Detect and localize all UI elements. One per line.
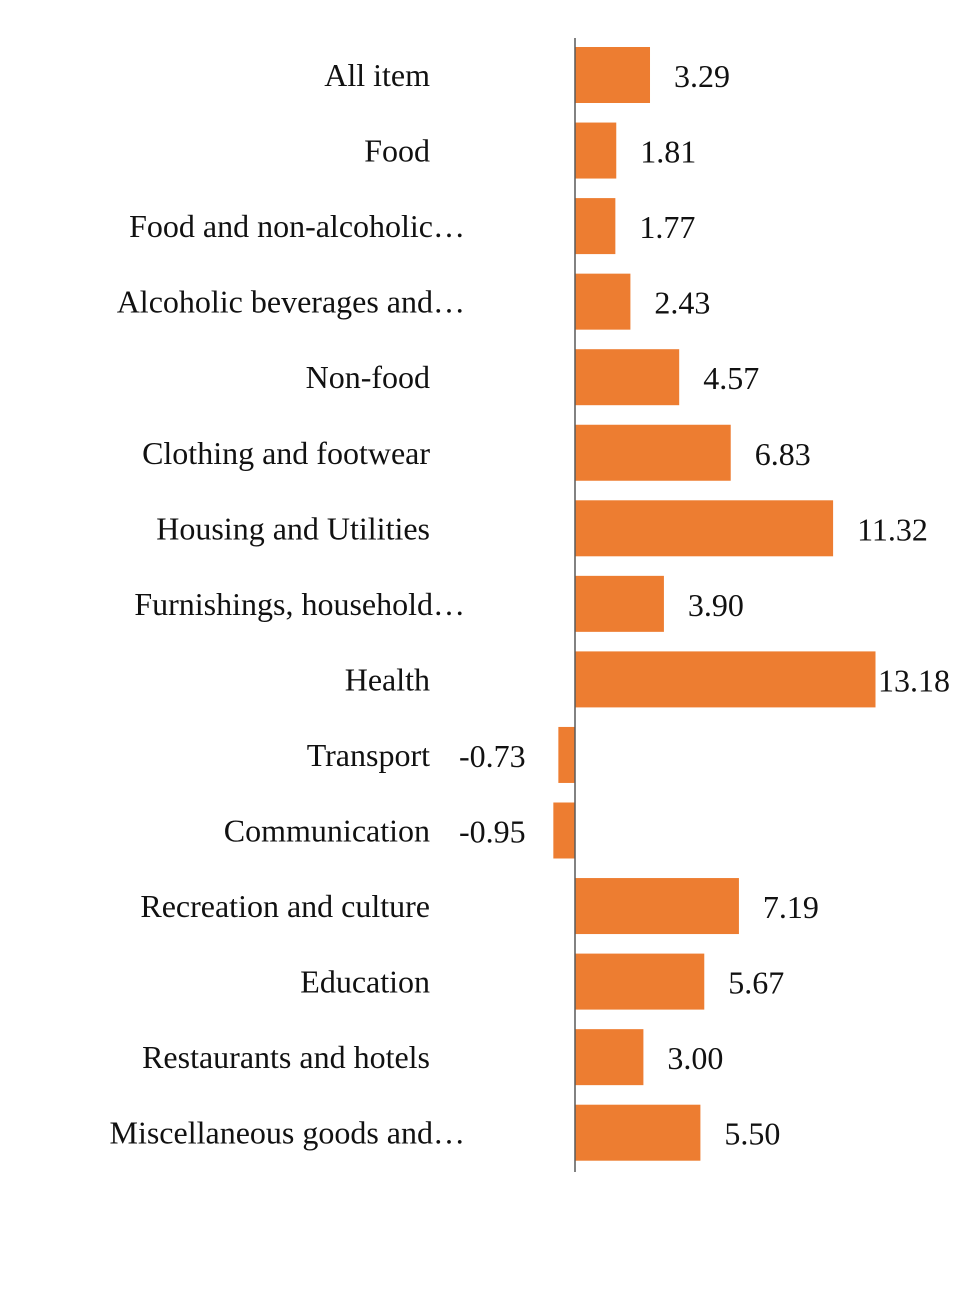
value-labels-group: 3.29 1.81 1.77 2.43 4.57 6.83 11.32 3.90 13.18 -0… <box>459 58 950 1152</box>
data-label: 1.81 <box>640 134 696 170</box>
data-label: 5.50 <box>724 1116 780 1152</box>
category-label: Clothing and footwear <box>142 435 430 471</box>
category-label: Furnishings, household… <box>134 586 465 622</box>
data-label: 3.90 <box>688 587 744 623</box>
data-label: 5.67 <box>728 965 784 1001</box>
data-label: 3.29 <box>674 58 730 94</box>
bar <box>575 1104 701 1161</box>
bar <box>575 878 739 935</box>
bar <box>575 273 631 330</box>
bar <box>575 424 731 481</box>
bar <box>575 651 876 708</box>
bar <box>575 953 705 1010</box>
bar <box>553 802 575 859</box>
category-label: Restaurants and hotels <box>142 1039 430 1075</box>
bar <box>575 500 834 557</box>
category-label: Recreation and culture <box>140 888 430 924</box>
bar <box>558 726 575 783</box>
category-label: Non-food <box>306 359 430 395</box>
data-label: 13.18 <box>878 662 950 698</box>
data-label: -0.73 <box>459 738 526 774</box>
data-label: 2.43 <box>654 285 710 321</box>
data-label: 4.57 <box>703 360 759 396</box>
category-label: Miscellaneous goods and… <box>110 1115 466 1151</box>
data-label: 3.00 <box>667 1040 723 1076</box>
category-label: Food <box>364 133 430 169</box>
category-labels-group: All item Food Food and non-alcoholic… Alcoh… <box>110 57 466 1151</box>
category-label: Health <box>345 661 430 697</box>
category-label: All item <box>324 57 430 93</box>
bar <box>575 122 617 179</box>
bar <box>575 198 616 255</box>
data-label: 7.19 <box>763 889 819 925</box>
category-label: Housing and Utilities <box>156 510 430 546</box>
bar <box>575 1029 644 1086</box>
category-label: Education <box>300 964 430 1000</box>
bar <box>575 575 664 632</box>
data-label: -0.95 <box>459 814 526 850</box>
data-label: 1.77 <box>639 209 695 245</box>
bar <box>575 349 680 406</box>
category-label: Alcoholic beverages and… <box>117 284 465 320</box>
bars-group <box>553 47 876 1161</box>
data-label: 6.83 <box>755 436 811 472</box>
data-label: 11.32 <box>857 511 928 547</box>
category-label: Communication <box>224 813 430 849</box>
bar <box>575 47 651 103</box>
category-label: Food and non-alcoholic… <box>129 208 465 244</box>
category-label: Transport <box>307 737 430 773</box>
